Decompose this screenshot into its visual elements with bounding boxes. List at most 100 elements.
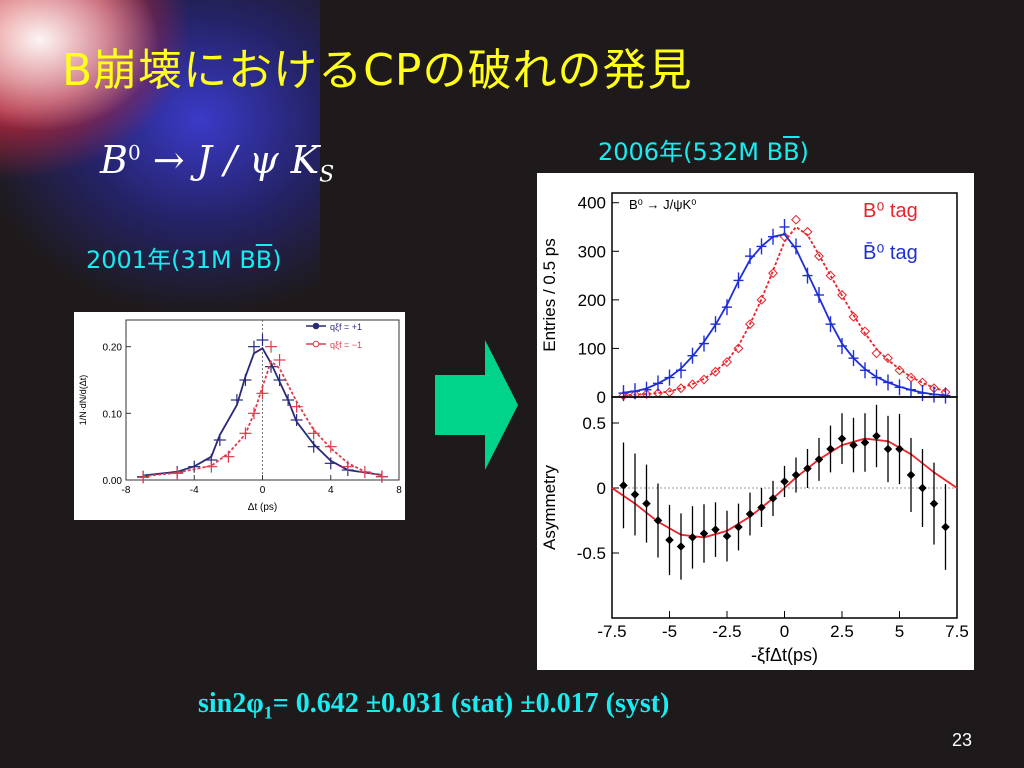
plot-2006-top-ytick-label: 100 (578, 339, 606, 358)
plot-2006-bottom-point (768, 494, 778, 503)
plot-2006-top-point-0 (837, 290, 847, 300)
plot-2001-ytick-label: 0.10 (103, 409, 123, 420)
plot-2006-bottom-point (883, 444, 893, 454)
plot-2006-top-point-0 (917, 377, 928, 388)
plot-2006-top-point-0 (929, 383, 939, 394)
plot-2001-xlabel: Δt (ps) (248, 502, 277, 513)
plot-2006-top-ytick-label: 300 (578, 242, 606, 261)
plot-2006-bottom-point (814, 455, 824, 464)
plot-2006-bottom-point (665, 535, 674, 545)
plot-2006-top-point-0 (745, 319, 755, 330)
plot-2006-bottom-point (711, 525, 720, 534)
plot-2006-bottom-point (895, 444, 904, 454)
plot-2001-xtick-label: 8 (396, 485, 402, 496)
plot-2006-top-point-0 (664, 387, 675, 398)
plot-2006-bottom-point (688, 533, 697, 542)
plot-2001-ytick-label: 0.20 (103, 343, 123, 354)
plot-2006-bottom-point (849, 440, 858, 450)
plot-2006-bottom-point (791, 470, 801, 480)
plot-2006-bottom-point (780, 477, 789, 486)
plot-2001-legend-label-0: qξf = +1 (330, 322, 362, 332)
plot-2006-bottom-ytick-label: 0 (597, 479, 606, 498)
plot-2006-bottom-point (837, 434, 847, 443)
plot-2006-top-point-0 (860, 326, 870, 337)
plot-2001-xtick-label: 4 (328, 485, 334, 496)
plot-2006-bottom-xtick-label: 5 (895, 622, 904, 641)
plot-2006-top-ytick-label: 400 (578, 194, 606, 213)
plot-2006-top-point-0 (722, 357, 732, 367)
plot-2006-bottom-frame (611, 396, 958, 619)
plot-2001-legend-label-1: qξf = −1 (330, 340, 362, 350)
label-2006-post: ) (799, 138, 809, 166)
plot-2006-bottom-point (860, 438, 870, 447)
decay-equation: B0 → J / ψ KS (100, 138, 334, 188)
plot-2001-ytick-label: 0.00 (103, 476, 123, 487)
plot-2006-top-point-0 (825, 270, 836, 281)
result-text: sin2φ1= 0.642 ±0.031 (stat) ±0.017 (syst… (198, 688, 669, 724)
plot-2006-bottom-point (872, 431, 881, 441)
label-2006: 2006年(532M BB) (598, 132, 809, 167)
plot-2006-bottom-xtick-label: 2.5 (830, 622, 854, 641)
plot-2001-legend-marker-1 (312, 340, 320, 348)
plot-2006-bottom-ytick-label: 0.5 (582, 414, 606, 433)
result-post: = 0.642 ±0.031 (stat) ±0.017 (syst) (272, 688, 670, 719)
label-2001: 2001年(31M BB) (86, 240, 282, 275)
plot-2006-top-title: B⁰ → J/ψK⁰ (629, 197, 696, 212)
plot-2006-top-point-0 (641, 389, 652, 400)
eq-arrow: → J / ψ (152, 138, 291, 182)
plot-2006-bottom-point (941, 522, 950, 532)
result-pre: sin2φ (198, 688, 264, 719)
arrow-icon (435, 340, 518, 470)
plot-2006-bottom-point (619, 481, 628, 490)
label-2006-pre: 2006年(532M B (598, 138, 784, 166)
plot-2006-bottom-point (642, 499, 651, 508)
plot-2006-top-point-0 (733, 343, 744, 354)
plot-2006-top-point-0 (883, 353, 893, 364)
result-sub: 1 (263, 702, 273, 723)
plot-2006-bottom-point (745, 509, 755, 519)
plot-2001-panel: -8 -4 0 4 8 0.00 0.10 0.20 Δt (ps) 1/N·dN/d(Δt) qξ… (74, 312, 405, 520)
plot-2006-legend-b0bar: B̄⁰ tag (863, 241, 918, 264)
plot-2006-bottom-xtick-label: -5 (662, 622, 677, 641)
label-2001-pre: 2001年(31M B (86, 246, 256, 274)
plot-2006-top-ylabel: Entries / 0.5 ps (540, 238, 559, 351)
plot-2001-xtick-label: -8 (122, 485, 131, 496)
plot-2001-legend-marker-0 (312, 322, 320, 330)
label-2001-bbar: B (255, 246, 273, 274)
plot-2006-top-point-0 (687, 379, 698, 390)
plot-2006-bottom-xtick-label: 7.5 (945, 622, 969, 641)
plot-2001-ylabel: 1/N·dN/d(Δt) (78, 375, 88, 426)
plot-2006-top-point-0 (791, 214, 801, 225)
plot-2006-legend-b0: B⁰ tag (863, 200, 918, 222)
plot-2006-bottom-ylabel: Asymmetry (540, 465, 559, 551)
eq-k: K (290, 138, 320, 182)
plot-2006-bottom-xtick-label: -2.5 (712, 622, 741, 641)
slide-title: B崩壊におけるCPの破れの発見 (62, 45, 693, 96)
plot-2006-bottom-point (906, 470, 916, 480)
plot-2006-bottom-xtick-label: -7.5 (597, 622, 626, 641)
plot-2006: 0 100 200 300 400 Entries / 0.5 ps B⁰ → J/ψK⁰ B… (540, 192, 969, 665)
plot-2001: -8 -4 0 4 8 0.00 0.10 0.20 Δt (ps) 1/N·dN/d(Δt) qξ… (78, 319, 402, 513)
label-2006-bbar: B (783, 138, 800, 166)
plot-2006-top-ytick-label: 0 (597, 388, 606, 407)
plot-2006-top-point-0 (653, 388, 663, 399)
plot-2006-top-point-0 (710, 366, 721, 377)
plot-2006-bottom-point (826, 444, 835, 454)
plot-2006-bottom-point (722, 531, 732, 541)
eq-k-sub: S (319, 162, 335, 188)
plot-2006-top-point-0 (699, 374, 709, 385)
plot-2006-bottom-point (630, 490, 640, 499)
page-number: 23 (951, 730, 972, 750)
plot-2006-bottom-xlabel: -ξfΔt(ps) (751, 645, 818, 665)
eq-b-sup: 0 (127, 140, 141, 165)
plot-2006-bottom-point (734, 522, 743, 532)
eq-b: B (100, 138, 128, 182)
decorative-glow (0, 0, 320, 330)
plot-2006-bottom-point (676, 542, 686, 551)
plot-2006-panel: 0 100 200 300 400 Entries / 0.5 ps B⁰ → J/ψK⁰ B… (537, 173, 974, 670)
plot-2006-bottom-point (757, 503, 766, 512)
plot-2006-top-point-0 (871, 348, 882, 359)
plot-2006-top-point-0 (906, 372, 916, 383)
plot-2006-top-point-0 (848, 311, 859, 322)
plot-2006-bottom-point (803, 464, 812, 473)
